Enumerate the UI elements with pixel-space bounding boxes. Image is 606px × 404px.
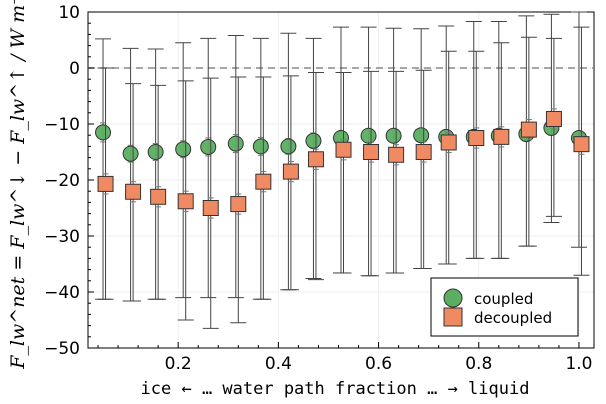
y-tick-label: −10 — [44, 115, 80, 135]
decoupled-point — [97, 175, 114, 192]
y-tick-label: −50 — [44, 339, 80, 359]
coupled-point — [122, 145, 139, 162]
y-tick-label: −30 — [44, 227, 80, 247]
decoupled-point — [282, 163, 299, 180]
legend-coupled-marker — [443, 288, 463, 308]
decoupled-point — [493, 128, 510, 145]
y-tick-label: 0 — [69, 59, 80, 79]
x-tick-label: 0.2 — [165, 354, 192, 374]
x-axis-ticks: 0.2 0.4 0.6 0.8 1.0 — [97, 342, 592, 374]
x-tick-label: 0.8 — [465, 354, 492, 374]
series-decoupled — [97, 26, 590, 329]
coupled-point — [175, 141, 192, 158]
legend-decoupled-marker — [443, 307, 463, 327]
coupled-point — [227, 135, 244, 152]
x-axis-label: ice ← … water path fraction … → liquid — [141, 379, 530, 399]
coupled-point — [280, 138, 297, 155]
x-tick-label: 0.4 — [265, 354, 292, 374]
decoupled-point — [545, 110, 562, 127]
decoupled-point — [573, 136, 590, 153]
data-series — [95, 11, 590, 329]
coupled-point — [147, 144, 164, 160]
x-tick-label: 0.6 — [365, 354, 392, 374]
y-axis-label: F_lw^net = F_lw^↓ − F_lw^↑ / W m⁻² — [7, 0, 29, 370]
coupled-point — [413, 127, 430, 144]
decoupled-point — [520, 121, 537, 138]
decoupled-point — [468, 130, 485, 146]
coupled-point — [252, 138, 269, 155]
coupled-point — [200, 138, 217, 155]
legend-decoupled-label: decoupled — [474, 309, 552, 327]
decoupled-point — [335, 141, 352, 158]
decoupled-point — [177, 193, 194, 210]
decoupled-point — [125, 183, 142, 200]
legend: coupled decoupled — [430, 277, 579, 337]
legend-coupled-label: coupled — [474, 290, 533, 308]
coupled-point — [95, 124, 112, 141]
y-tick-label: −40 — [44, 283, 80, 303]
decoupled-point — [307, 151, 324, 168]
decoupled-point — [388, 146, 405, 163]
coupled-point — [385, 127, 402, 144]
y-tick-label: −20 — [44, 171, 80, 191]
decoupled-point — [255, 173, 272, 190]
coupled-point — [360, 127, 377, 144]
y-axis-ticks: −50 −40 −30 −20 −10 0 10 — [44, 3, 94, 359]
x-tick-label: 1.0 — [565, 354, 592, 374]
decoupled-point — [202, 200, 219, 216]
decoupled-point — [363, 144, 380, 160]
y-tick-label: 10 — [58, 3, 80, 23]
coupled-point — [305, 132, 322, 149]
decoupled-point — [230, 196, 247, 213]
decoupled-point — [440, 134, 457, 151]
decoupled-point — [415, 144, 432, 160]
decoupled-point — [150, 188, 167, 205]
